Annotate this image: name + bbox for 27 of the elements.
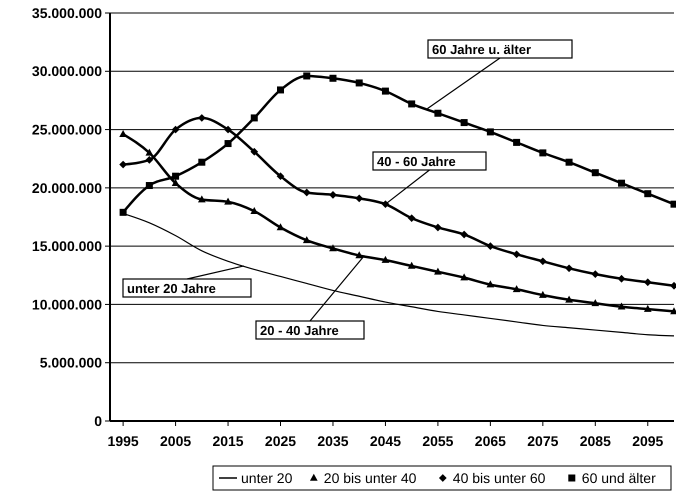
x-tick-label: 2035 [317,433,349,449]
x-tick-label: 2055 [422,433,454,449]
y-tick-label: 35.000.000 [32,4,102,21]
annotation: 60 Jahre u. älter [432,42,531,57]
x-tick-label: 2085 [580,433,612,449]
y-tick-label: 0 [94,412,102,429]
y-tick-label: 10.000.000 [32,296,102,312]
x-tick-label: 2015 [212,433,244,449]
y-tick-label: 15.000.000 [32,238,102,254]
x-tick-label: 2075 [527,433,559,449]
y-tick-label: 5.000.000 [40,354,102,371]
y-tick-label: 30.000.000 [32,63,102,80]
legend-label: 40 bis unter 60 [452,470,546,486]
x-tick-label: 2045 [370,433,402,449]
x-tick-label: 2065 [474,433,506,449]
x-tick-label: 2005 [160,433,192,449]
x-tick-label: 1995 [108,433,139,449]
y-tick-label: 20.000.000 [32,180,102,196]
annotation: unter 20 Jahre [127,281,216,296]
x-tick-label: 2025 [264,433,296,449]
annotation: 40 - 60 Jahre [377,154,456,169]
y-tick-label: 25.000.000 [32,121,102,138]
annotation: 20 - 40 Jahre [260,323,339,338]
legend-label: 60 und älter [582,470,656,486]
legend-label: 20 bis unter 40 [324,470,417,486]
x-tick-label: 2095 [632,433,664,449]
legend-label: unter 20 [241,470,293,486]
